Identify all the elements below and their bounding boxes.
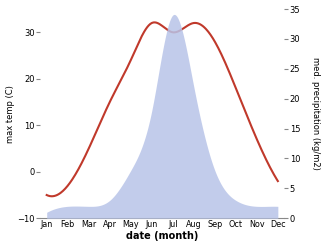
Y-axis label: max temp (C): max temp (C) (6, 85, 15, 143)
Y-axis label: med. precipitation (kg/m2): med. precipitation (kg/m2) (311, 57, 320, 170)
X-axis label: date (month): date (month) (126, 231, 199, 242)
